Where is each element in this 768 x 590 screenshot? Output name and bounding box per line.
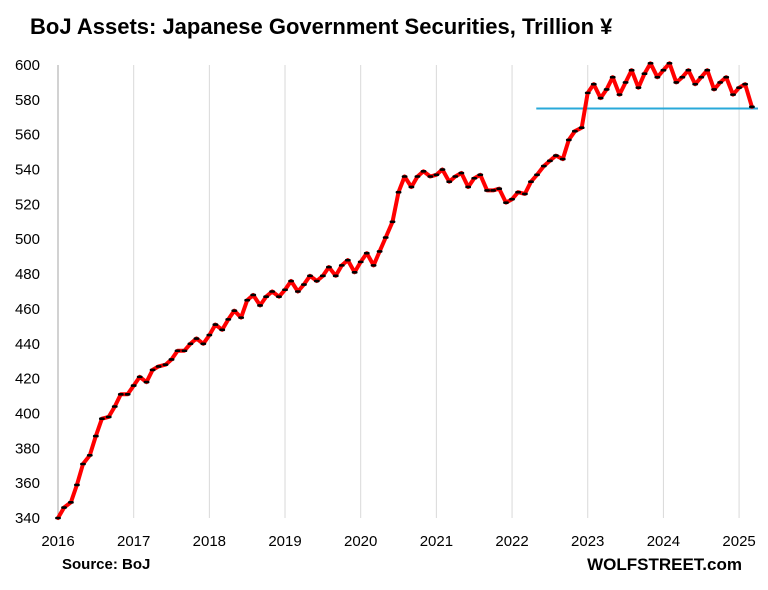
x-tick-labels: 2016 2017 2018 2019 2020 2021 2022 2023 2024 2025 <box>41 533 755 550</box>
y-tick-label: 480 <box>15 266 40 283</box>
x-tick-label: 2020 <box>344 533 377 550</box>
y-tick-label: 380 <box>15 440 40 457</box>
y-tick-label: 600 <box>15 57 40 74</box>
y-tick-label: 460 <box>15 301 40 318</box>
x-tick-label: 2022 <box>495 533 528 550</box>
y-tick-label: 500 <box>15 231 40 248</box>
y-tick-label: 440 <box>15 336 40 353</box>
x-tick-label: 2018 <box>193 533 226 550</box>
brand-note: WOLFSTREET.com <box>587 555 742 574</box>
y-tick-label: 520 <box>15 196 40 213</box>
x-tick-label: 2016 <box>41 533 74 550</box>
y-tick-label: 420 <box>15 371 40 388</box>
series-line <box>56 61 754 520</box>
x-tick-label: 2023 <box>571 533 604 550</box>
y-tick-label: 560 <box>15 127 40 144</box>
x-tick-label: 2025 <box>722 533 755 550</box>
y-tick-label: 540 <box>15 162 40 179</box>
y-tick-label: 340 <box>15 510 40 527</box>
source-note: Source: BoJ <box>62 556 151 573</box>
x-tick-label: 2021 <box>420 533 453 550</box>
x-tick-label: 2019 <box>268 533 301 550</box>
x-tick-label: 2024 <box>647 533 680 550</box>
chart-title: BoJ Assets: Japanese Government Securiti… <box>30 14 613 39</box>
x-tick-label: 2017 <box>117 533 150 550</box>
y-tick-labels: 340 360 380 400 420 440 460 480 500 520 540 560 580 6… <box>15 57 40 527</box>
y-tick-label: 400 <box>15 405 40 422</box>
y-tick-label: 360 <box>15 475 40 492</box>
vertical-gridlines <box>133 65 740 518</box>
y-tick-label: 580 <box>15 92 40 109</box>
series-group <box>55 61 755 520</box>
